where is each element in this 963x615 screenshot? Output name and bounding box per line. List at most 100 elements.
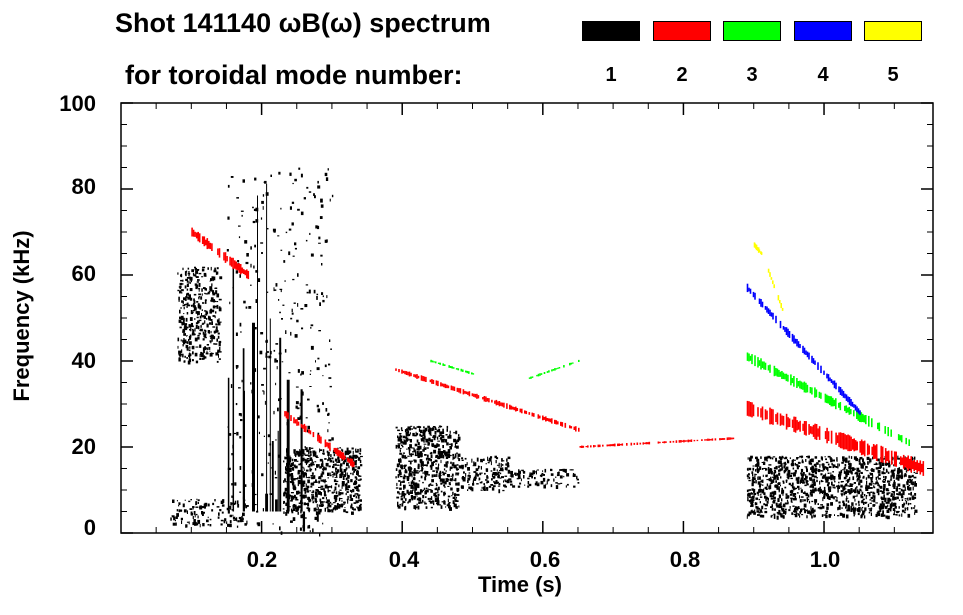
spectral-point bbox=[708, 438, 711, 441]
spectral-point bbox=[253, 265, 255, 269]
spectral-point bbox=[669, 440, 672, 443]
spectral-point bbox=[308, 498, 311, 503]
spectral-point bbox=[662, 441, 664, 443]
spectral-point bbox=[778, 504, 782, 509]
spectral-point bbox=[842, 513, 845, 518]
spectral-point bbox=[536, 483, 540, 487]
spectral-point bbox=[435, 380, 438, 386]
spectral-point bbox=[890, 475, 892, 480]
spectral-point bbox=[898, 467, 900, 470]
spectral-point bbox=[350, 498, 354, 501]
spectral-point bbox=[492, 485, 496, 488]
spectral-point bbox=[178, 509, 181, 513]
spectral-point bbox=[332, 508, 335, 511]
spectral-point bbox=[911, 456, 914, 461]
spectral-point bbox=[424, 474, 427, 477]
spectral-point bbox=[908, 458, 911, 469]
spectral-point bbox=[306, 486, 309, 491]
spectral-point bbox=[767, 308, 770, 314]
spectral-point bbox=[665, 441, 667, 443]
spectral-point bbox=[201, 293, 203, 296]
spectral-point bbox=[778, 509, 781, 514]
spectral-point bbox=[533, 413, 535, 417]
spectral-point bbox=[461, 464, 464, 469]
spectral-point bbox=[307, 525, 311, 527]
spectral-point bbox=[199, 353, 201, 357]
spectral-point bbox=[560, 482, 563, 484]
spectral-point bbox=[267, 462, 269, 464]
spectral-point bbox=[418, 447, 420, 451]
spectral-point bbox=[197, 269, 200, 270]
spectral-point bbox=[414, 374, 417, 378]
spectral-point bbox=[752, 465, 755, 467]
spectral-point bbox=[239, 519, 243, 523]
spectral-point bbox=[781, 455, 784, 459]
spectral-point bbox=[208, 331, 210, 335]
spectral-point bbox=[882, 510, 884, 514]
spectral-point bbox=[466, 462, 468, 466]
spectral-point bbox=[176, 509, 179, 512]
spectral-point bbox=[327, 452, 329, 457]
spectral-point bbox=[334, 463, 337, 466]
spectral-point bbox=[448, 434, 452, 439]
spectral-point bbox=[800, 509, 803, 513]
spectral-point bbox=[312, 461, 314, 464]
spectral-point bbox=[263, 390, 265, 395]
spectral-point bbox=[863, 415, 866, 423]
spectral-point bbox=[347, 457, 349, 462]
spectral-point bbox=[307, 502, 310, 507]
spectral-point bbox=[205, 239, 207, 246]
spectral-point bbox=[422, 489, 425, 492]
spectral-point bbox=[780, 485, 781, 487]
spectral-point bbox=[870, 473, 873, 476]
spectral-point bbox=[505, 463, 507, 466]
spectral-point bbox=[446, 442, 449, 446]
spectral-point bbox=[326, 506, 329, 509]
spectral-point bbox=[479, 481, 483, 484]
spectral-point bbox=[858, 475, 861, 479]
spectral-point bbox=[419, 433, 421, 437]
spectral-point bbox=[760, 358, 762, 370]
spectral-point bbox=[790, 501, 793, 503]
spectral-point bbox=[292, 517, 296, 521]
spectral-point bbox=[317, 180, 319, 184]
spectral-point bbox=[784, 373, 786, 380]
spectral-point bbox=[227, 184, 230, 188]
spectral-point bbox=[776, 504, 779, 508]
spectral-point bbox=[192, 304, 195, 306]
spectral-point bbox=[237, 504, 240, 508]
spectral-point bbox=[294, 486, 296, 491]
spectral-point bbox=[183, 297, 186, 301]
spectral-point bbox=[417, 463, 420, 468]
spectral-point bbox=[290, 495, 293, 499]
spectral-point bbox=[426, 454, 429, 458]
spectral-point bbox=[427, 457, 431, 461]
spectral-point bbox=[306, 507, 310, 509]
spectral-point bbox=[582, 445, 585, 448]
spectral-point bbox=[850, 493, 852, 495]
spectral-point bbox=[870, 491, 873, 493]
spectral-point bbox=[750, 455, 753, 459]
spectral-point bbox=[769, 492, 773, 495]
spectral-point bbox=[785, 496, 788, 499]
spectral-point bbox=[897, 483, 901, 487]
spectral-point bbox=[849, 463, 852, 467]
spectral-point bbox=[878, 461, 880, 465]
spectral-point bbox=[845, 469, 848, 473]
spectral-point bbox=[427, 441, 430, 446]
spectral-point bbox=[291, 510, 294, 514]
y-tick-label: 40 bbox=[71, 348, 96, 373]
spectral-point bbox=[908, 493, 911, 495]
spectral-point bbox=[790, 484, 794, 487]
spectral-point bbox=[764, 495, 767, 499]
spectral-point bbox=[880, 506, 882, 510]
spectral-point bbox=[798, 462, 801, 464]
spectral-point bbox=[796, 378, 798, 388]
spectral-point bbox=[540, 480, 544, 485]
spectral-point bbox=[867, 503, 870, 508]
spectral-point bbox=[761, 489, 765, 494]
spectral-point bbox=[882, 480, 885, 482]
spectral-point bbox=[541, 472, 544, 474]
spectral-point bbox=[238, 236, 241, 239]
spectral-point bbox=[913, 456, 916, 460]
